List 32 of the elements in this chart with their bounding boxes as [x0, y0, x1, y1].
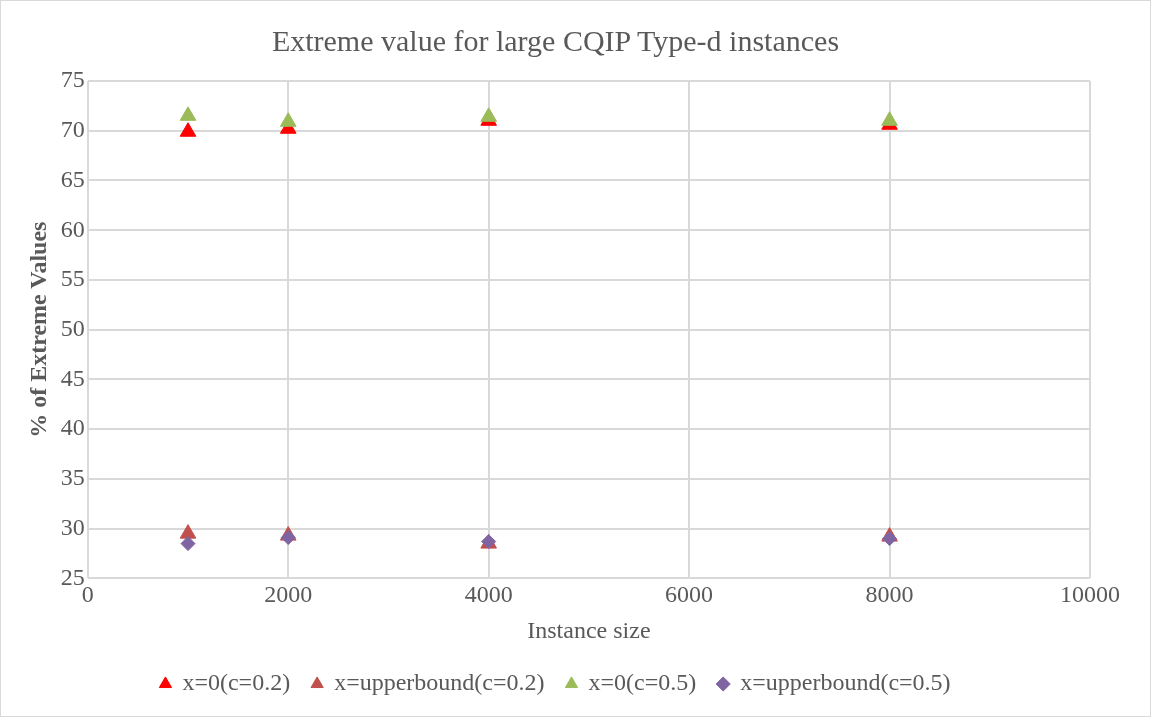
y-tick-label: 60 — [60, 215, 85, 242]
y-tick-label: 35 — [60, 464, 85, 491]
point — [179, 122, 197, 137]
y-tick-label: 25 — [60, 563, 85, 590]
point — [480, 107, 497, 122]
point — [882, 531, 898, 547]
y-tick-label: 75 — [60, 66, 85, 93]
y-tick-label: 30 — [60, 513, 85, 540]
legend-label: x=upperbound(c=0.5) — [740, 669, 951, 696]
x-tick-label: 2000 — [264, 581, 313, 608]
y-axis-title: % of Extreme Values — [24, 221, 51, 438]
point — [179, 524, 197, 539]
point — [881, 111, 898, 126]
legend-label: x=0(c=0.2) — [182, 669, 291, 696]
x-axis-title: Instance size — [527, 616, 651, 643]
point — [179, 106, 197, 121]
point — [279, 112, 297, 127]
y-tick-label: 40 — [60, 414, 85, 441]
y-tick-label: 70 — [60, 116, 85, 143]
x-tick-label: 6000 — [665, 581, 714, 608]
y-tick-label: 55 — [60, 265, 85, 292]
point — [180, 536, 196, 552]
y-tick-label: 50 — [60, 315, 85, 341]
x-tick-label: 8000 — [865, 581, 914, 608]
point — [280, 530, 296, 546]
legend-label: x=0(c=0.5) — [588, 669, 697, 696]
legend-label: x=upperbound(c=0.2) — [334, 669, 545, 696]
y-tick-label: 45 — [60, 364, 85, 391]
y-tick-label: 65 — [60, 165, 85, 192]
x-tick-label: 4000 — [464, 581, 513, 608]
x-tick-label: 10000 — [1060, 581, 1120, 608]
chart-title: Extreme value for large CQIP Type-d instances — [271, 23, 840, 57]
